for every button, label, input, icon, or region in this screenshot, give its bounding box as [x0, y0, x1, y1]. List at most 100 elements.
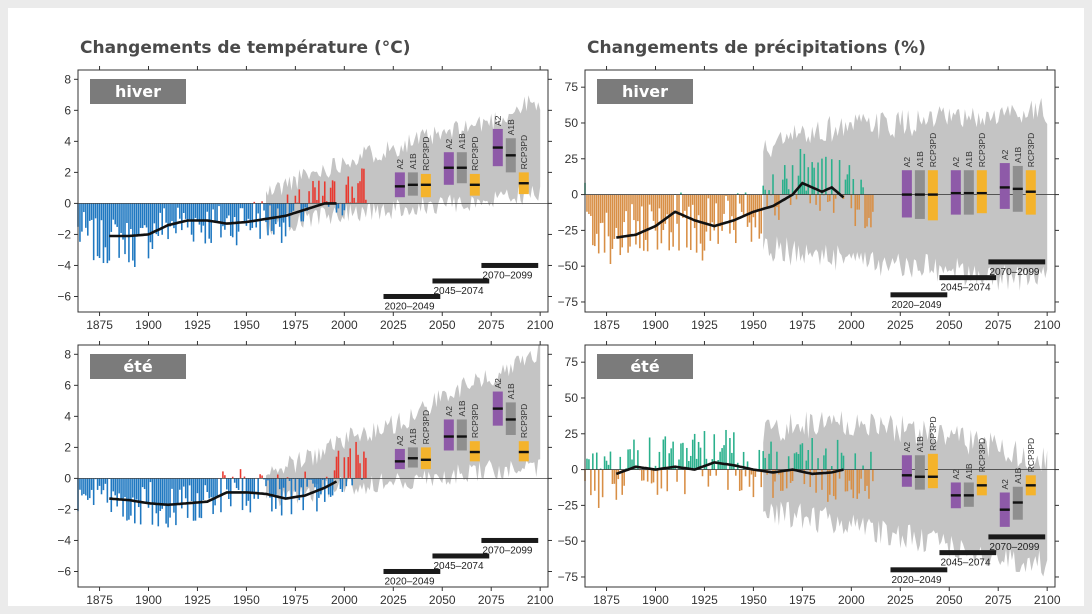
obs-bar: [247, 478, 250, 501]
obs-bar: [680, 192, 682, 195]
obs-bar: [637, 194, 639, 222]
period-bar: [481, 537, 539, 543]
obs-bar: [345, 478, 348, 487]
obs-bar: [707, 194, 710, 199]
obs-bar: [341, 478, 344, 492]
obs-bar: [320, 478, 322, 495]
scenario-median-a2: [950, 494, 961, 497]
scenario-label-rcp3pd: RCP3PD: [928, 133, 938, 167]
y-tick-label: 4: [64, 409, 71, 423]
obs-bar: [605, 460, 608, 470]
x-tick-label: 2075: [478, 593, 505, 607]
obs-bar: [764, 457, 766, 470]
obs-bar: [872, 469, 874, 482]
y-tick-label: 8: [64, 72, 71, 86]
scenario-label-a1b: A1B: [408, 153, 418, 169]
obs-bar: [650, 194, 653, 212]
obs-bar: [627, 449, 629, 470]
obs-bar: [768, 453, 770, 470]
y-tick-label: 2: [64, 165, 71, 179]
obs-bar: [186, 478, 189, 518]
obs-bar: [323, 181, 326, 204]
obs-bar: [799, 148, 802, 195]
obs-bar: [721, 448, 723, 470]
obs-bar: [609, 451, 612, 470]
x-tick-label: 1875: [86, 318, 113, 332]
obs-bar: [145, 203, 148, 228]
obs-bar: [856, 194, 858, 210]
obs-bar: [179, 203, 181, 219]
obs-bar: [312, 181, 314, 204]
obs-bar: [621, 194, 623, 248]
obs-bar: [351, 478, 353, 486]
obs-bar: [177, 478, 179, 504]
obs-bar: [713, 194, 716, 231]
obs-bar: [182, 203, 185, 213]
scenario-label-a2: A2: [444, 406, 454, 417]
obs-bar: [151, 478, 154, 525]
y-tick-label: −75: [558, 295, 579, 309]
obs-bar: [846, 469, 849, 492]
scenario-median-a1b: [1012, 187, 1023, 191]
obs-bar: [819, 194, 821, 211]
scenario-median-rcp3pd: [518, 182, 529, 185]
obs-bar: [592, 194, 594, 246]
scenario-median-a2: [901, 474, 912, 477]
season-label: hiver: [115, 82, 161, 101]
obs-bar: [85, 478, 87, 496]
obs-bar: [758, 449, 761, 470]
obs-bar: [361, 478, 363, 480]
obs-bar: [811, 438, 813, 470]
obs-bar: [363, 451, 365, 479]
obs-bar: [347, 457, 350, 479]
obs-bar: [120, 478, 122, 500]
obs-bar: [862, 465, 864, 470]
smoothed-line: [109, 202, 337, 238]
scenario-label-rcp3pd: RCP3PD: [1026, 133, 1036, 167]
obs-bar: [825, 448, 827, 470]
scenario-median-a2: [999, 186, 1010, 189]
period-label: 2045–2074: [940, 558, 990, 569]
y-tick-label: −2: [57, 227, 71, 241]
obs-bar: [363, 168, 365, 204]
obs-bar: [155, 478, 158, 514]
scenario-label-rcp3pd: RCP3PD: [519, 404, 529, 438]
smoothed-line: [616, 181, 845, 239]
obs-bar: [866, 194, 868, 227]
obs-bar: [192, 203, 195, 242]
obs-bar: [98, 478, 101, 486]
scenario-box-rcp3pd: [927, 453, 938, 489]
obs-bar: [654, 465, 657, 470]
obs-bar: [365, 457, 367, 479]
obs-bar: [729, 194, 731, 234]
season-label: hiver: [622, 82, 668, 101]
obs-bar: [173, 203, 175, 229]
x-tick-label: 2050: [429, 318, 456, 332]
x-tick-label: 1950: [233, 593, 260, 607]
obs-bar: [815, 469, 817, 493]
period-bar: [988, 259, 1046, 265]
obs-bar: [184, 478, 187, 499]
obs-bar: [635, 194, 637, 245]
obs-bar: [224, 203, 226, 230]
obs-bar: [359, 463, 361, 479]
obs-bar: [697, 441, 700, 470]
obs-bar: [233, 203, 236, 218]
obs-bar: [245, 203, 248, 226]
obs-bar: [126, 203, 128, 223]
obs-bar: [198, 478, 201, 518]
period-bar: [939, 275, 997, 281]
obs-bar: [801, 443, 804, 470]
obs-bar: [599, 468, 602, 470]
obs-bar: [114, 478, 116, 496]
obs-bar: [840, 452, 843, 470]
period-label: 2020–2049: [385, 301, 435, 312]
obs-bar: [231, 203, 234, 238]
scenario-box-rcp3pd: [976, 170, 987, 214]
model-spread-area: [266, 344, 541, 507]
y-tick-label: −50: [558, 534, 579, 548]
scenario-box-a2: [999, 163, 1010, 209]
obs-bar: [607, 194, 610, 237]
